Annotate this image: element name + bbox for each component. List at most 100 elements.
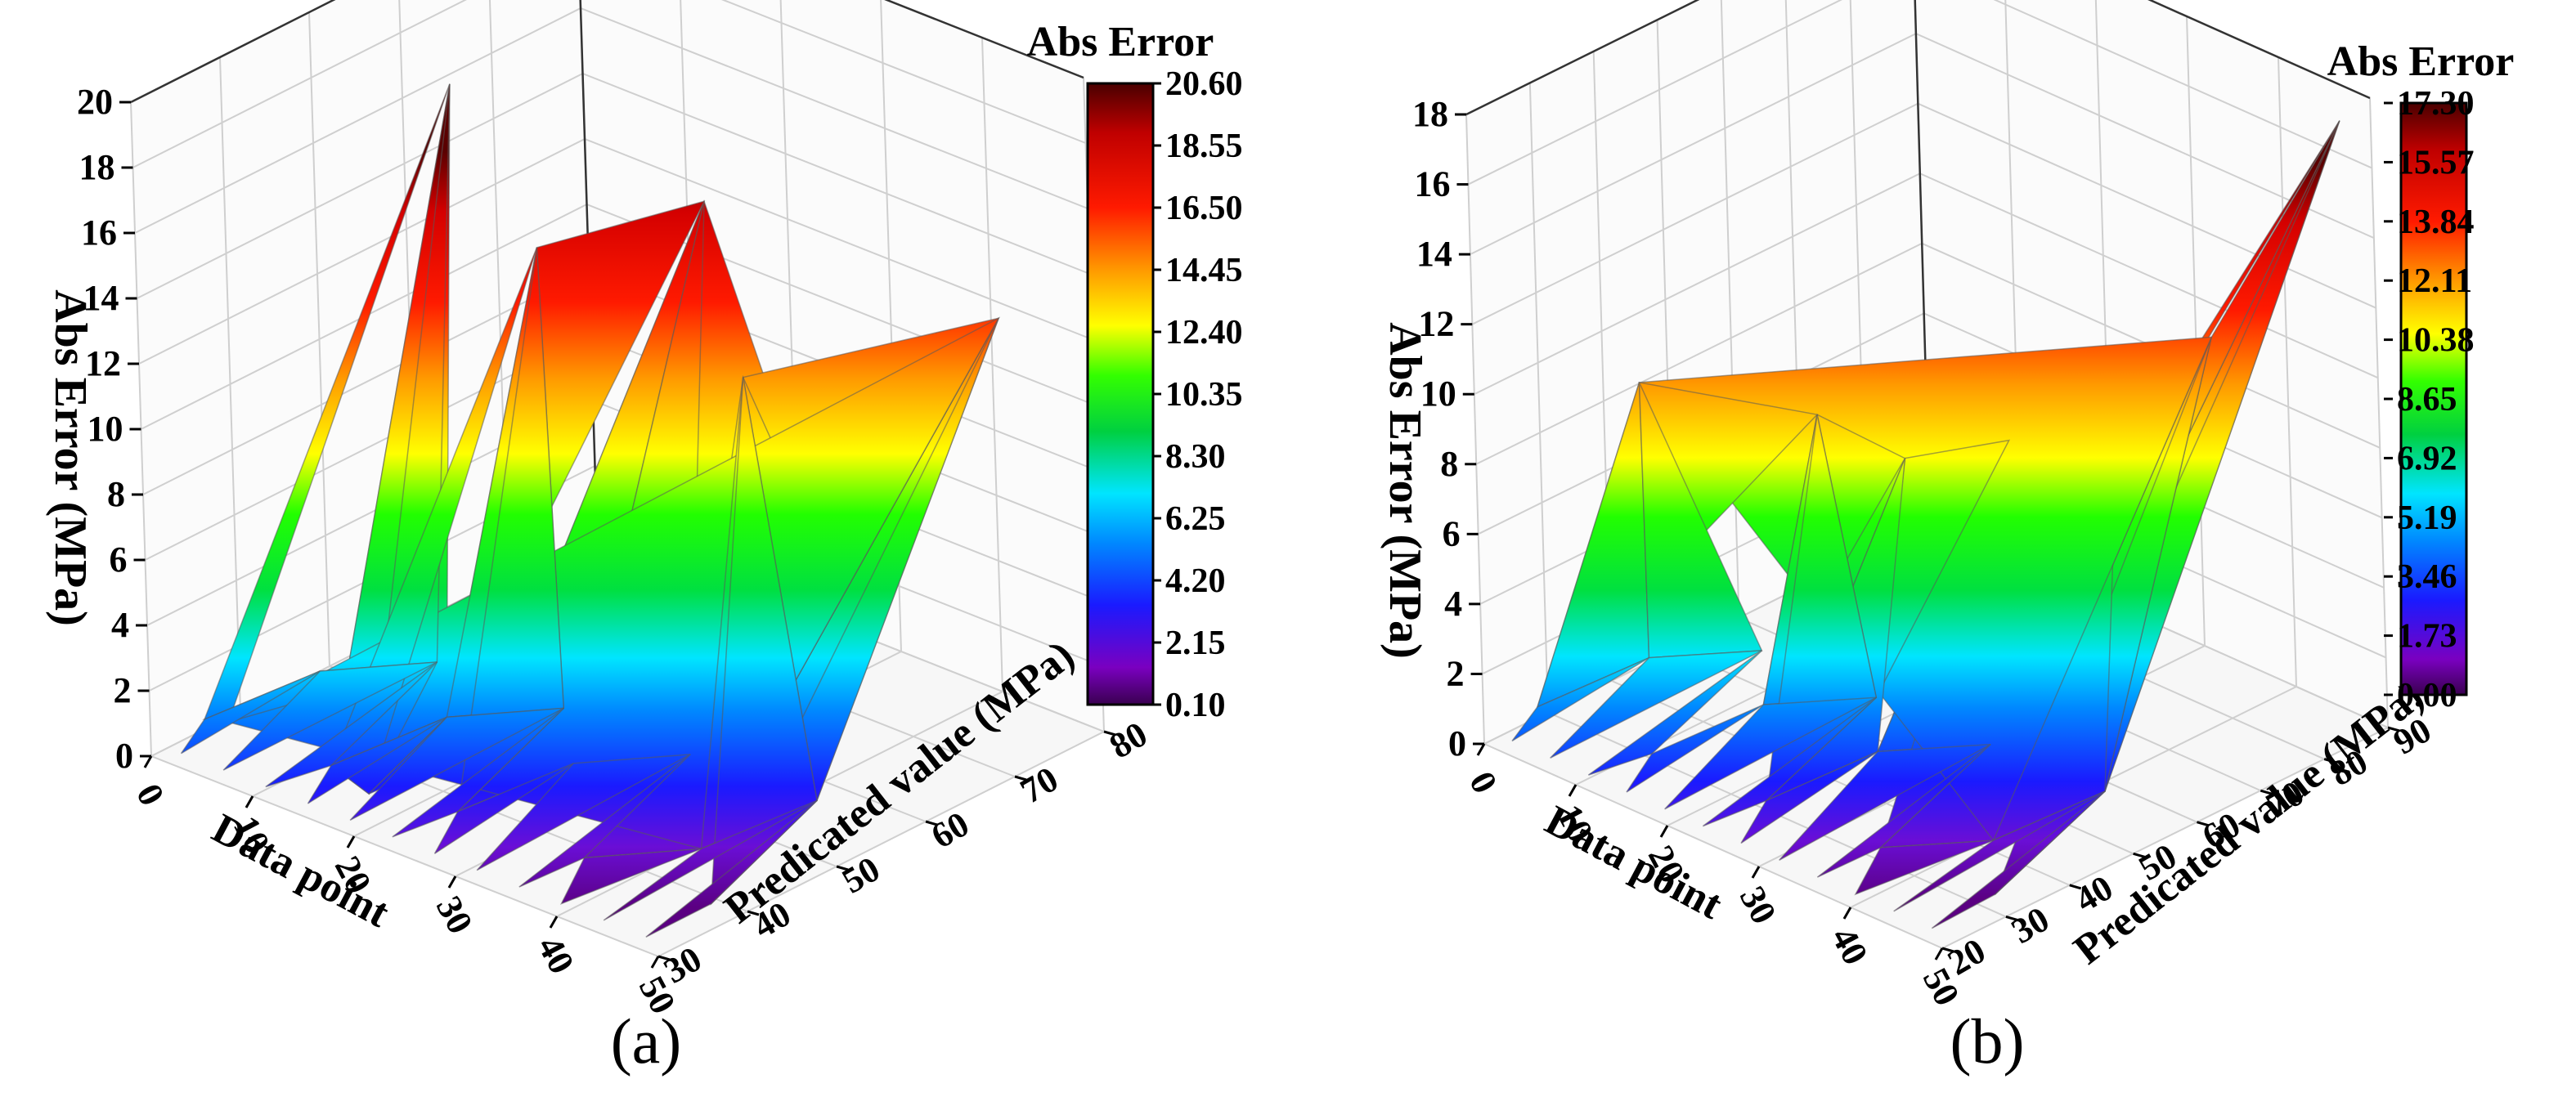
panel-b-colorbar-labels: 17.30 15.57 13.84 12.11 10.38 8.65 6.92 5.19 3.4… (2384, 85, 2475, 714)
pB-colorbar-label: 10.38 (2397, 322, 2475, 360)
panel-a-colorbar (1086, 82, 1155, 706)
pB-z-tick-label: 2 (1447, 653, 1465, 693)
pB-x-tick (1659, 825, 1669, 838)
pB-colorbar-label: 13.84 (2397, 204, 2475, 241)
pA-colorbar-label: 4.20 (1165, 562, 1226, 600)
pA-z-tick-label: 16 (81, 213, 117, 253)
pB-z-tick-label: 8 (1440, 444, 1458, 484)
pA-gridline-z (132, 0, 1086, 168)
pB-colorbar-label: 6.92 (2397, 440, 2457, 477)
pB-frame-top (1465, 0, 2371, 116)
pA-colorbar-label: 2.15 (1165, 625, 1226, 662)
pA-z-tick-label: 4 (111, 605, 129, 645)
pA-y-tick (925, 820, 938, 826)
pA-surface-facet (368, 83, 451, 795)
pA-x-tick (447, 875, 457, 889)
panel-b-caption: (b) (1950, 1005, 2025, 1077)
pB-y-tick (2323, 758, 2336, 764)
pA-x-tick (245, 795, 254, 808)
pB-y-tick (2197, 821, 2209, 827)
pB-surface-facet (1702, 696, 1877, 827)
pA-colorbar-label: 14.45 (1165, 252, 1243, 289)
pB-surface-facet (1931, 790, 2106, 929)
pA-colorbar-label: 8.30 (1165, 438, 1226, 476)
panel-a-colorbar-labels: 20.60 18.55 16.50 14.45 12.40 10.35 8.30 6.25 4.… (1152, 65, 1243, 724)
pA-colorbar-label: 18.55 (1165, 128, 1243, 165)
pA-surface-facet (265, 661, 438, 788)
pB-y-tick (2069, 884, 2082, 890)
pA-frame-top (130, 0, 1084, 104)
pA-surface-facet (392, 707, 564, 838)
pA-colorbar-label: 6.25 (1165, 500, 1226, 538)
pB-x-tick-label: 0 (1461, 765, 1506, 799)
pB-y-tick (2260, 789, 2273, 795)
pB-x-tick-label: 30 (1732, 880, 1784, 930)
pB-colorbar-label: 17.30 (2397, 85, 2475, 123)
panel-a-surface (180, 83, 1001, 938)
pB-colorbar-label: 8.65 (2397, 381, 2457, 419)
pB-colorbar-label: 15.57 (2397, 144, 2475, 181)
pB-x-tick (1568, 784, 1577, 797)
panel-a-colorbar-title: Abs Error (1027, 19, 1214, 65)
pA-y-tick (747, 910, 760, 916)
pA-x-tick-label: 40 (530, 929, 582, 980)
pB-colorbar-label: 1.73 (2397, 618, 2457, 656)
pA-surface-facet (559, 848, 702, 905)
pA-z-tick-label: 18 (79, 147, 115, 187)
pA-surface-facet (180, 670, 321, 754)
pA-x-tick-label: 0 (128, 777, 173, 812)
pA-z-tick-label: 12 (85, 343, 121, 383)
pA-colorbar-label: 12.40 (1165, 314, 1243, 351)
pA-x-tick (650, 956, 660, 969)
pB-colorbar-label: 3.46 (2397, 558, 2457, 596)
pA-z-tick-label: 14 (83, 278, 119, 318)
pB-surface-facet (1626, 704, 1764, 793)
pA-y-tick (657, 955, 671, 961)
pA-colorbar-label: 20.60 (1165, 65, 1243, 103)
pB-x-tick (1476, 743, 1486, 756)
pB-y-tick (2387, 726, 2400, 732)
pA-colorbar-label: 0.10 (1165, 687, 1226, 724)
panel-a-zlabel: Abs Error (MPa) (45, 289, 96, 626)
pB-y-tick (2133, 852, 2145, 858)
pA-x-tick (549, 916, 559, 929)
pB-colorbar-label: 12.11 (2397, 262, 2472, 300)
panel-a-caption: (a) (611, 1005, 682, 1077)
panel-b-zlabel: Abs Error (MPa) (1380, 322, 1430, 659)
panel-b-chart: 0246810121416180102030405020304050607080… (1380, 0, 2514, 1077)
pA-surface-facet (603, 799, 818, 921)
pB-z-tick-label: 10 (1420, 374, 1456, 414)
pA-z-tick-label: 6 (110, 540, 128, 580)
pA-y-tick (1103, 730, 1116, 737)
pA-x-tick-label: 30 (429, 889, 481, 940)
pB-surface-facet (1587, 650, 1762, 776)
pB-surface-facet (1511, 656, 1649, 742)
pA-z-tick-label: 2 (114, 670, 132, 710)
pB-x-tick (1751, 866, 1761, 879)
pB-y-tick (1941, 947, 1954, 953)
pA-z-tick-label: 20 (77, 82, 113, 122)
pB-z-tick-label: 18 (1412, 94, 1448, 134)
pB-surface-facet (1893, 790, 2106, 912)
pA-z-tick-label: 8 (107, 474, 125, 514)
pB-z-tick-label: 4 (1444, 584, 1462, 624)
pB-surface-facet (1854, 840, 1994, 896)
panel-b-surface (1511, 120, 2340, 929)
pB-z-tick-label: 14 (1416, 234, 1452, 274)
pB-x-tick-label: 40 (1824, 920, 1876, 971)
pB-surface-facet (1816, 744, 1991, 878)
pA-surface-facet (433, 763, 574, 854)
pB-z-tick-label: 6 (1443, 513, 1461, 553)
pB-colorbar-label: 0.00 (2397, 677, 2457, 714)
pA-z-tick-label: 0 (115, 736, 133, 776)
pA-y-tick (836, 865, 849, 871)
pB-surface-facet (1664, 696, 1877, 810)
pB-z-tick-label: 16 (1414, 164, 1450, 204)
panel-b-colorbar-title: Abs Error (2327, 38, 2515, 85)
pB-surface-facet (1779, 743, 1991, 861)
pA-surface-facet (222, 661, 438, 771)
pA-y-tick (1014, 775, 1027, 781)
pB-y-tick (2005, 915, 2018, 921)
pB-z-tick-label: 12 (1418, 304, 1454, 344)
